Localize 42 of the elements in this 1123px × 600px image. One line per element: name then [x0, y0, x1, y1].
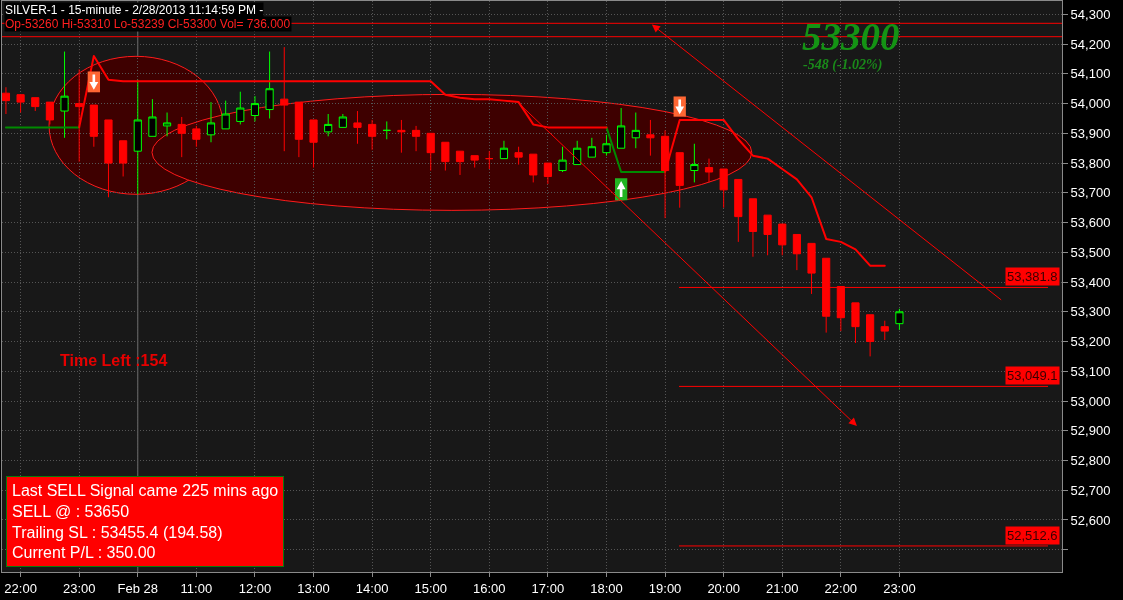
chart-title: SILVER-1 - 15-minute - 2/28/2013 11:14:59 PM -	[5, 3, 264, 17]
x-tick-label: 23:00	[62, 580, 96, 596]
x-tick-label: 22:00	[824, 580, 858, 596]
annotation: Time Left :154	[60, 352, 168, 369]
ref-line-label: 53,049.1	[1007, 368, 1058, 383]
x-tick-label: 14:00	[355, 580, 389, 596]
y-tick-label: 54,300	[1070, 6, 1111, 22]
y-tick-label: 52,600	[1070, 512, 1111, 528]
x-tick-label: 17:00	[531, 580, 565, 596]
y-tick-label: 54,000	[1070, 96, 1111, 112]
x-tick-label: 16:00	[473, 580, 506, 596]
x-tick-label: 22:00	[4, 580, 37, 596]
y-tick-label: 54,200	[1070, 36, 1111, 52]
y-tick-label: 53,600	[1070, 215, 1111, 231]
y-tick-label: 53,300	[1070, 304, 1111, 320]
y-tick-label: 54,100	[1070, 66, 1111, 82]
x-tick-label: Feb 28	[117, 580, 159, 596]
y-tick-label: 53,100	[1070, 363, 1111, 379]
y-tick-label: 53,800	[1070, 155, 1111, 171]
y-tick-label: 53,200	[1070, 334, 1111, 350]
x-tick-label: 18:00	[590, 580, 623, 596]
y-tick-label: 53,000	[1070, 393, 1111, 409]
x-tick-label: 11:00	[180, 580, 213, 596]
y-tick-label: 52,900	[1070, 423, 1111, 439]
x-tick-label: 13:00	[297, 580, 330, 596]
x-tick-label: 20:00	[707, 580, 740, 596]
y-tick-label: 52,800	[1070, 453, 1111, 469]
x-tick-label: 23:00	[883, 580, 916, 596]
text: Op-53260 Hi-53310 Lo-53239 Cl-53300 Vol= 736.000	[5, 17, 291, 31]
annotation: -548 (-1.02%)	[803, 57, 883, 73]
ref-line-label: 53,381.8	[1007, 269, 1058, 284]
y-tick-label: 53,700	[1070, 185, 1111, 201]
x-tick-label: 15:00	[414, 580, 447, 596]
y-tick-label: 53,500	[1070, 244, 1111, 260]
y-tick-label: 53,900	[1070, 125, 1111, 141]
x-tick-label: 21:00	[765, 580, 799, 596]
ref-line-label: 52,512.6	[1007, 528, 1058, 543]
x-tick-label: 12:00	[238, 580, 272, 596]
x-tick-label: 19:00	[648, 580, 682, 596]
y-tick-label: 53,400	[1070, 274, 1111, 290]
annotation: Last SELL Signal came 225 mins ago SELL @ : 53650 Trailing SL : 53455.4 (194.58) Current P/L : 350.00	[12, 482, 279, 562]
y-tick-label: 52,700	[1070, 482, 1111, 498]
